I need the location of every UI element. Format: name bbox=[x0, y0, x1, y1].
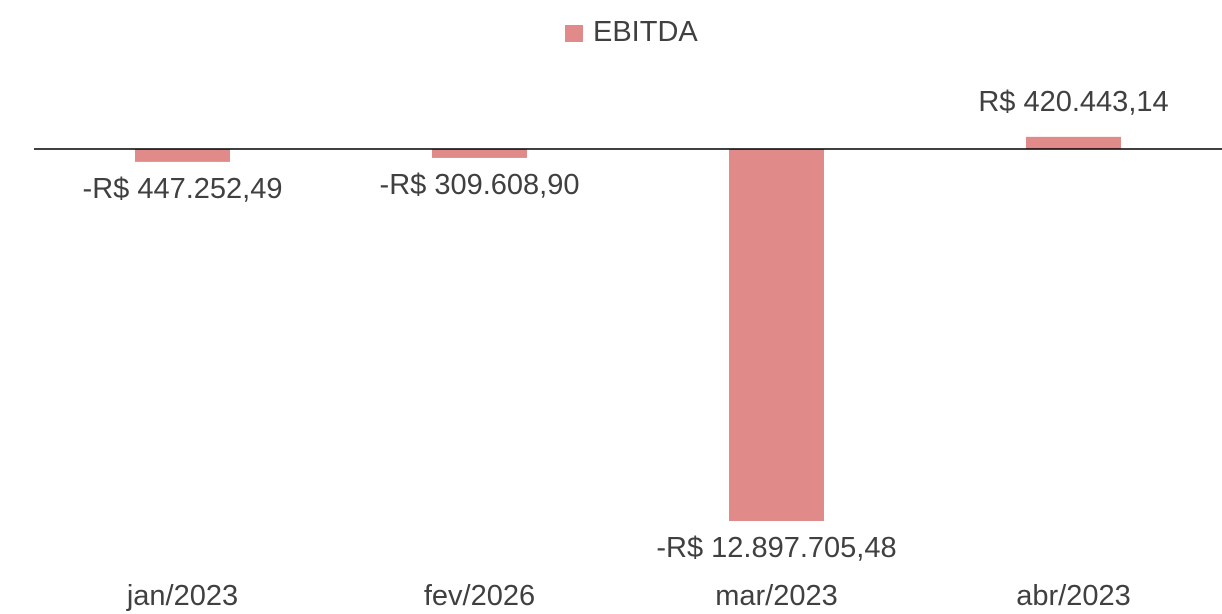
x-tick-label: mar/2023 bbox=[715, 580, 838, 612]
legend-swatch bbox=[565, 25, 583, 42]
x-tick-label: abr/2023 bbox=[1016, 580, 1131, 612]
data-label: -R$ 12.897.705,48 bbox=[656, 532, 897, 564]
bar bbox=[432, 148, 527, 158]
data-label: -R$ 447.252,49 bbox=[82, 172, 283, 205]
bar bbox=[729, 148, 824, 522]
bar bbox=[1026, 136, 1121, 149]
data-label: -R$ 309.608,90 bbox=[379, 168, 580, 201]
legend-label: EBITDA bbox=[593, 16, 698, 48]
x-tick-label: jan/2023 bbox=[126, 580, 239, 612]
bar bbox=[135, 148, 230, 162]
x-tick-label: fev/2026 bbox=[423, 580, 536, 612]
data-label: R$ 420.443,14 bbox=[978, 85, 1169, 118]
